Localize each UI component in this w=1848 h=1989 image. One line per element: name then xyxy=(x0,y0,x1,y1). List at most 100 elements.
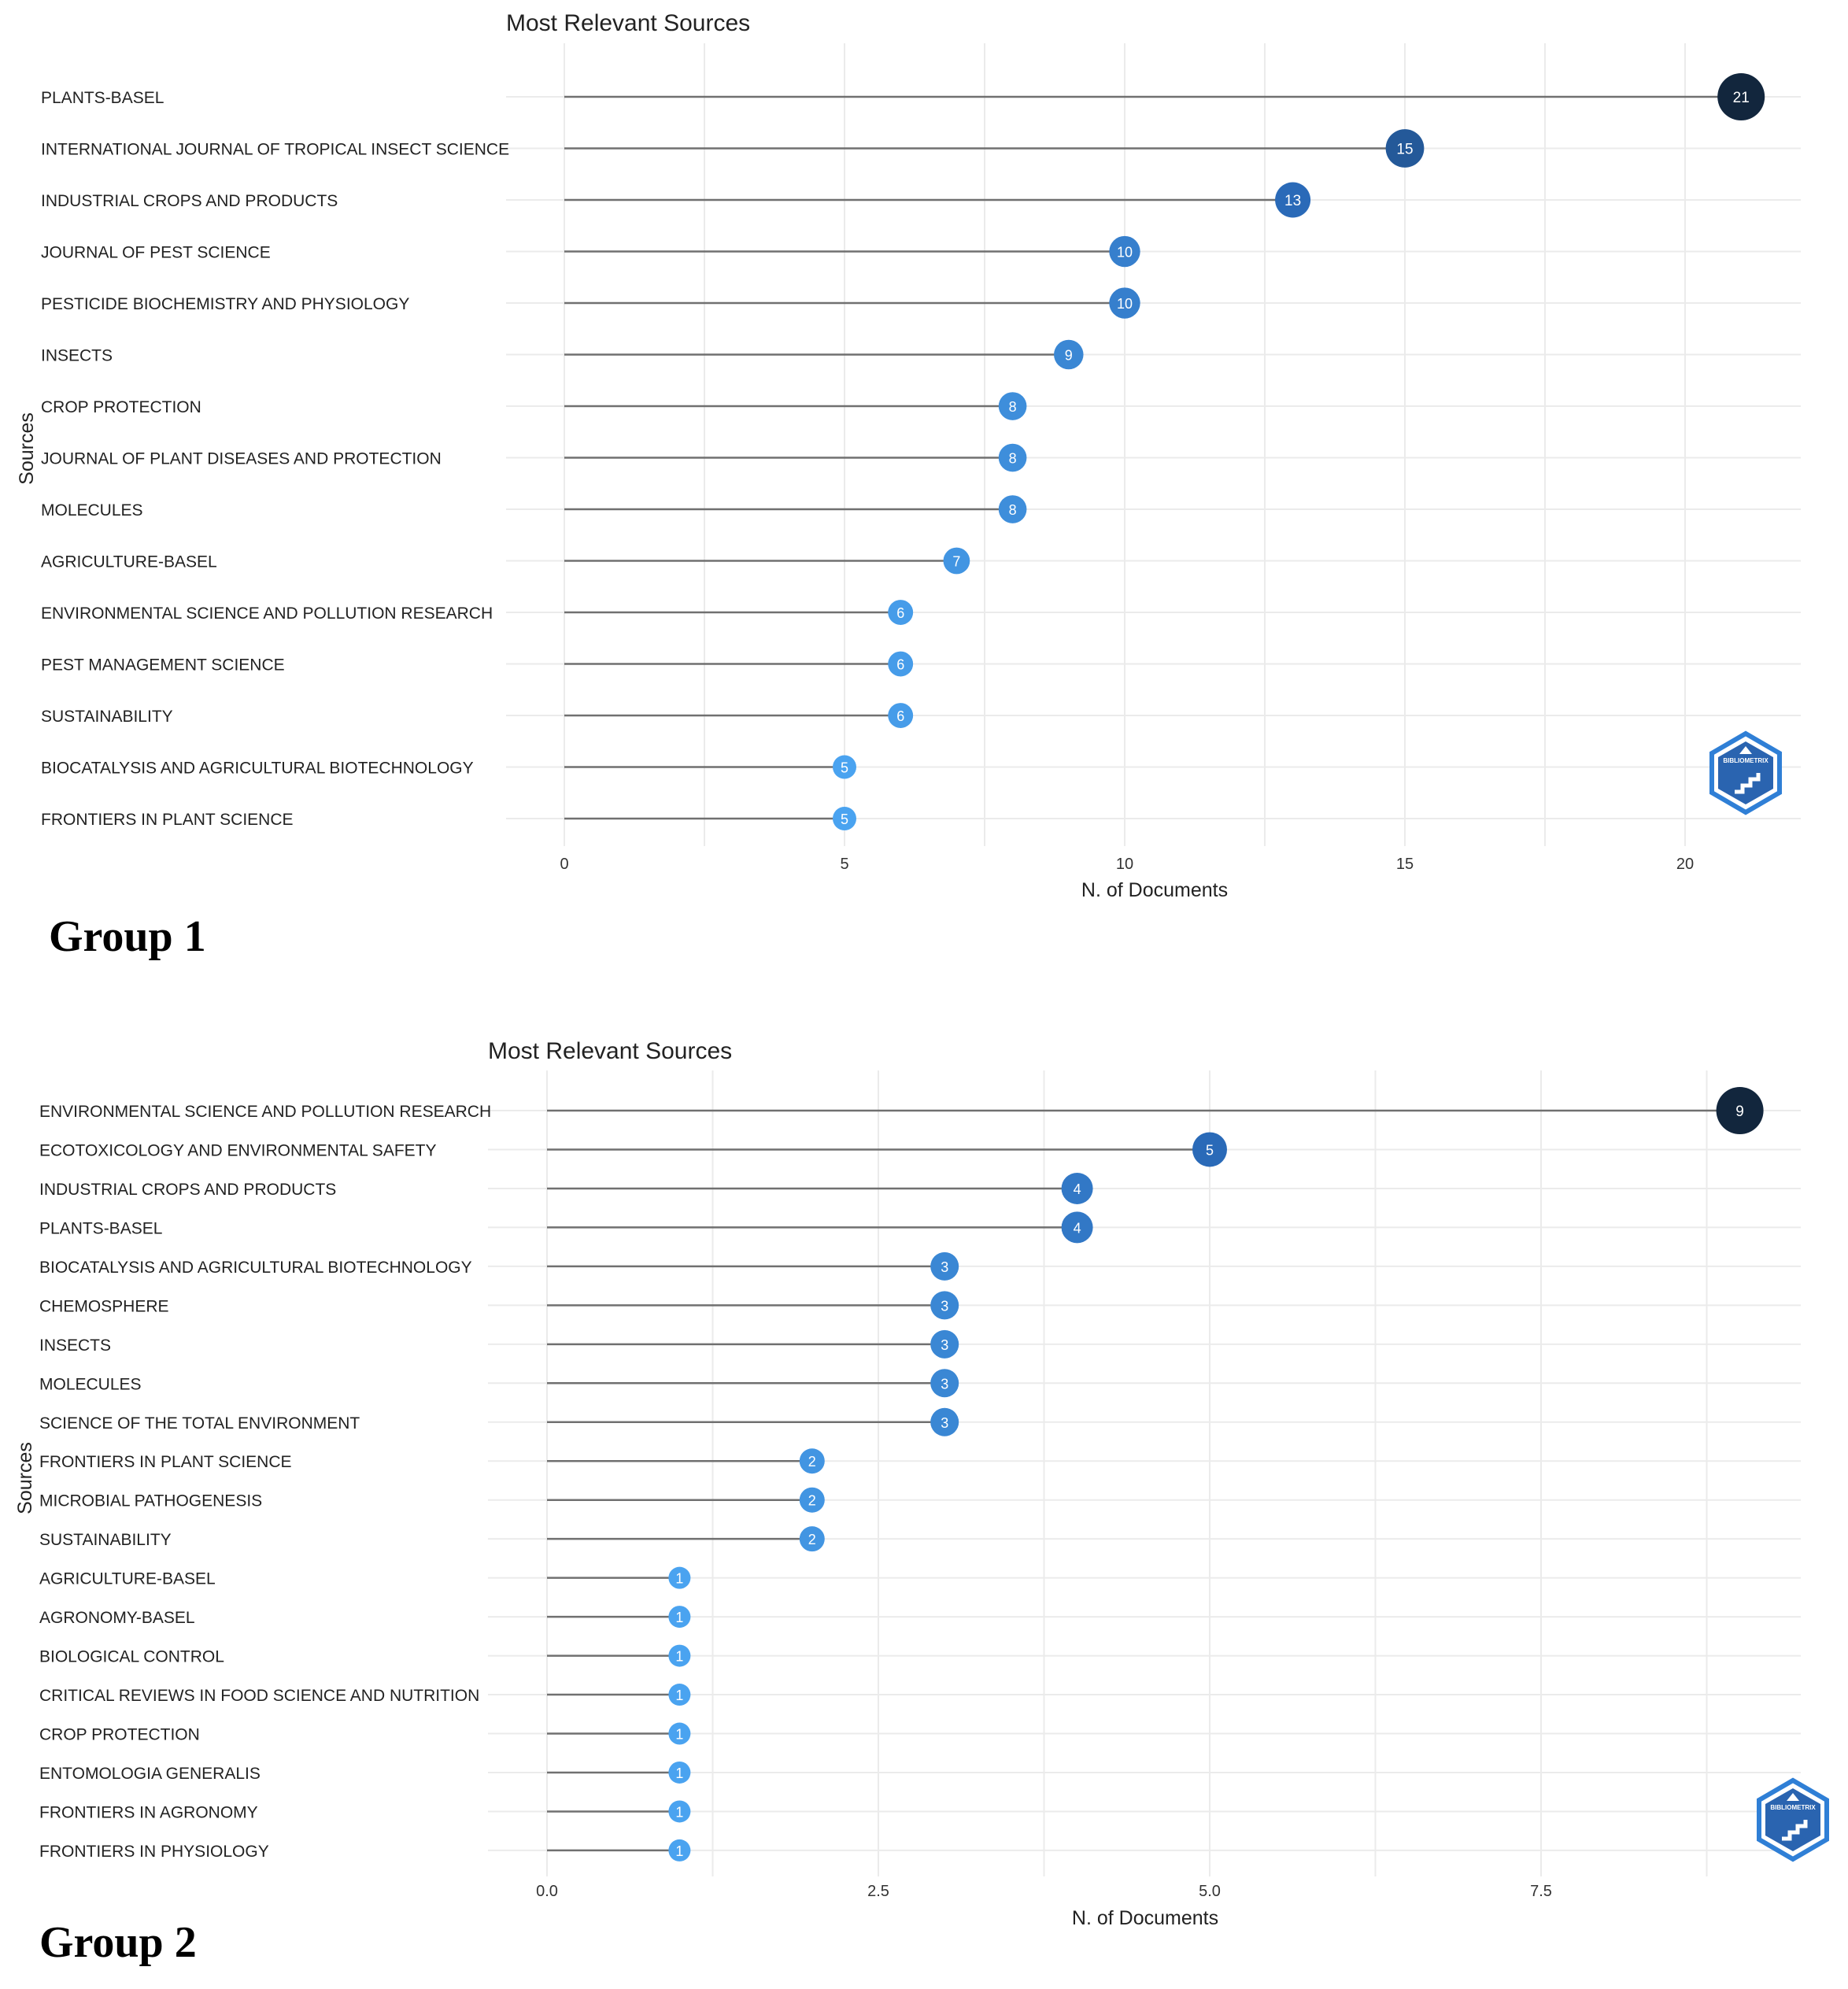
stems xyxy=(547,1109,1740,1852)
grid xyxy=(506,43,1801,846)
y-axis-title: Sources xyxy=(14,1442,36,1514)
logo-hexagon-inner xyxy=(1765,1788,1820,1851)
lollipop-marker xyxy=(799,1526,825,1552)
category-label: SUSTAINABILITY xyxy=(41,708,173,726)
marker-value-label: 5 xyxy=(1206,1142,1214,1158)
x-tick-labels: 0.0 2.5 5.0 7.5 xyxy=(536,1883,1552,1900)
x-tick-label: 20 xyxy=(1676,856,1694,873)
bibliometrix-logo: BIBLIOMETRIX xyxy=(1757,1777,1829,1862)
category-label: INSECTS xyxy=(39,1336,111,1355)
lollipop-marker xyxy=(998,495,1027,523)
lollipop-marker xyxy=(833,807,856,830)
chart-title: Most Relevant Sources xyxy=(506,10,750,36)
logo-stairs-icon xyxy=(1735,773,1761,794)
marker-value-label: 10 xyxy=(1117,245,1133,261)
marker-value-label: 10 xyxy=(1117,296,1133,312)
marker-value-label: 5 xyxy=(841,760,848,776)
category-labels: PLANTS-BASEL INTERNATIONAL JOURNAL OF TRO… xyxy=(41,89,509,829)
category-label: AGRICULTURE-BASEL xyxy=(41,553,217,571)
x-tick-label: 0.0 xyxy=(536,1883,558,1900)
marker-value-label: 8 xyxy=(1009,451,1017,467)
category-label: CRITICAL REVIEWS IN FOOD SCIENCE AND NUT… xyxy=(39,1687,479,1705)
marker-value-label: 3 xyxy=(941,1337,948,1353)
grid xyxy=(488,1070,1801,1876)
logo-stairs-icon xyxy=(1782,1820,1808,1841)
logo-hexagon-inner xyxy=(1718,741,1773,804)
marker-value-label: 3 xyxy=(941,1298,948,1314)
x-tick-label: 5.0 xyxy=(1199,1883,1221,1900)
marker-value-label: 1 xyxy=(675,1727,683,1743)
lollipop-marker xyxy=(668,1761,691,1784)
marker-value-label: 6 xyxy=(896,657,904,673)
lollipop-marker xyxy=(930,1251,959,1281)
category-label: CROP PROTECTION xyxy=(41,398,201,416)
lollipop-marker xyxy=(668,1800,691,1823)
lollipop-marker xyxy=(943,547,970,575)
logo-text: BIBLIOMETRIX xyxy=(1770,1804,1816,1811)
category-label: PEST MANAGEMENT SCIENCE xyxy=(41,656,285,675)
lollipop-marker xyxy=(930,1369,959,1398)
category-label: FRONTIERS IN AGRONOMY xyxy=(39,1803,258,1821)
category-label: INSECTS xyxy=(41,347,113,365)
category-label: SUSTAINABILITY xyxy=(39,1531,172,1549)
category-label: FRONTIERS IN PHYSIOLOGY xyxy=(39,1843,269,1861)
category-label: MOLECULES xyxy=(39,1375,142,1393)
category-label: MICROBIAL PATHOGENESIS xyxy=(39,1492,262,1510)
lollipop-marker xyxy=(930,1291,959,1320)
x-tick-labels: 0 5 10 15 20 xyxy=(560,856,1694,873)
lollipop-marker xyxy=(668,1839,691,1861)
category-label: JOURNAL OF PLANT DISEASES AND PROTECTION xyxy=(41,450,442,468)
marker-value-label: 9 xyxy=(1735,1104,1744,1120)
lollipop-marker xyxy=(930,1329,959,1359)
marker-value-label: 8 xyxy=(1009,399,1017,415)
category-label: FRONTIERS IN PLANT SCIENCE xyxy=(39,1453,292,1471)
logo-text: BIBLIOMETRIX xyxy=(1723,757,1769,764)
category-label: ECOTOXICOLOGY AND ENVIRONMENTAL SAFETY xyxy=(39,1141,437,1159)
group-label: Group 2 xyxy=(39,1918,197,1967)
lollipop-marker xyxy=(1054,339,1084,370)
marker-value-label: 4 xyxy=(1074,1220,1081,1236)
lollipop-marker xyxy=(668,1606,691,1629)
marker-value-label: 13 xyxy=(1284,193,1301,209)
x-tick-label: 10 xyxy=(1116,856,1133,873)
category-label: PLANTS-BASEL xyxy=(41,89,164,107)
lollipop-marker xyxy=(668,1684,691,1706)
y-axis-title: Sources xyxy=(16,412,38,485)
marker-value-label: 9 xyxy=(1065,348,1073,364)
lollipop-marker xyxy=(998,443,1027,472)
marker-value-label: 5 xyxy=(841,811,848,827)
lollipop-marker xyxy=(888,651,914,677)
x-tick-label: 5 xyxy=(840,856,848,873)
category-label: BIOCATALYSIS AND AGRICULTURAL BIOTECHNOL… xyxy=(41,760,474,778)
lollipop-marker xyxy=(1717,73,1765,120)
category-label: AGRONOMY-BASEL xyxy=(39,1609,195,1627)
category-label: AGRICULTURE-BASEL xyxy=(39,1570,216,1588)
marker-value-label: 21 xyxy=(1733,90,1750,106)
lollipop-marker xyxy=(888,703,914,728)
category-label: INDUSTRIAL CROPS AND PRODUCTS xyxy=(39,1181,336,1199)
marker-value-label: 1 xyxy=(675,1610,683,1625)
marker-value-label: 6 xyxy=(896,708,904,724)
lollipop-marker xyxy=(799,1487,825,1513)
marker-value-label: 4 xyxy=(1074,1181,1081,1197)
category-label: ENVIRONMENTAL SCIENCE AND POLLUTION RESE… xyxy=(41,604,493,623)
x-axis-title: N. of Documents xyxy=(1081,879,1228,901)
marker-value-label: 1 xyxy=(675,1649,683,1665)
marker-value-label: 3 xyxy=(941,1376,948,1392)
lollipop-marker xyxy=(888,600,914,625)
marker-value-label: 1 xyxy=(675,1804,683,1820)
lollipop-marker xyxy=(998,392,1027,420)
category-label: BIOLOGICAL CONTROL xyxy=(39,1648,224,1666)
stems xyxy=(564,95,1742,820)
marker-value-label: 7 xyxy=(952,554,960,570)
category-label: PESTICIDE BIOCHEMISTRY AND PHYSIOLOGY xyxy=(41,295,409,313)
marker-value-label: 8 xyxy=(1009,502,1017,518)
x-tick-label: 2.5 xyxy=(867,1883,889,1900)
marker-value-label: 2 xyxy=(808,1493,816,1509)
marker-value-label: 2 xyxy=(808,1454,816,1470)
lollipop-marker xyxy=(833,755,856,779)
marker-value-label: 1 xyxy=(675,1571,683,1587)
lollipop-marker xyxy=(668,1644,691,1667)
lollipop-marker xyxy=(1385,129,1425,168)
